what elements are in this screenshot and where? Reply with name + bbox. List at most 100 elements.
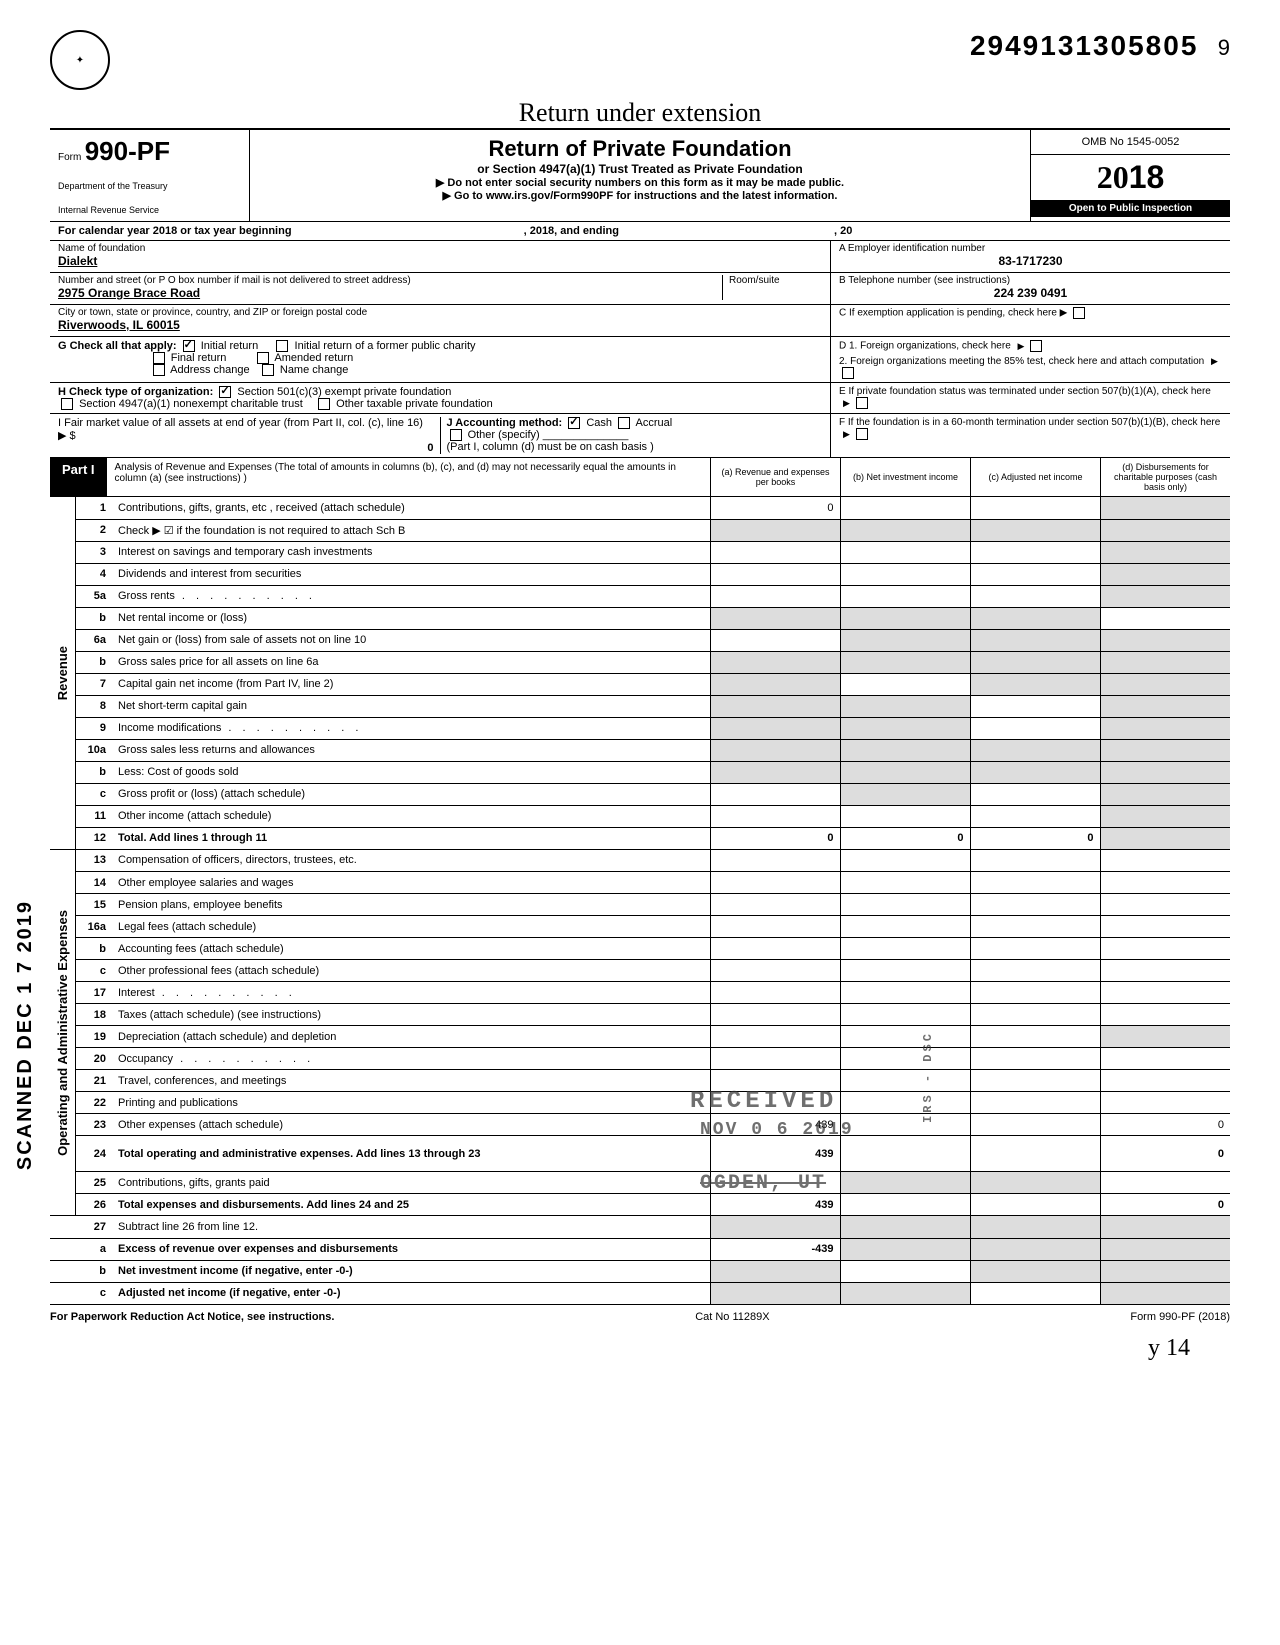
city-state-zip: Riverwoods, IL 60015: [58, 318, 822, 332]
l24-a: 439: [710, 1136, 840, 1172]
city-label: City or town, state or province, country…: [58, 307, 822, 318]
top-row: ✦ 2949131305805 9: [50, 30, 1230, 90]
instr-ssn: ▶ Do not enter social security numbers o…: [258, 176, 1022, 189]
l23-a: 439: [710, 1114, 840, 1136]
d2-label: 2. Foreign organizations meeting the 85%…: [839, 356, 1222, 379]
open-inspection: Open to Public Inspection: [1031, 200, 1230, 217]
addr-label: Number and street (or P O box number if …: [58, 275, 722, 286]
line-5b: Net rental income or (loss): [112, 607, 710, 629]
line-25: Contributions, gifts, grants paid: [112, 1172, 710, 1194]
fmv-value: 0: [58, 442, 434, 454]
l26-d: 0: [1100, 1194, 1230, 1216]
line-14: Other employee salaries and wages: [112, 872, 710, 894]
l1-a: 0: [710, 497, 840, 519]
opt-cash: Cash: [586, 417, 612, 429]
dept-irs: Internal Revenue Service: [58, 205, 241, 215]
501c3-checkbox[interactable]: [219, 386, 231, 398]
amended-checkbox[interactable]: [257, 352, 269, 364]
exemption-checkbox[interactable]: [1073, 307, 1085, 319]
line-21: Travel, conferences, and meetings: [112, 1070, 710, 1092]
opt-other-method: Other (specify): [468, 429, 540, 441]
opt-final: Final return: [171, 352, 227, 364]
cal-mid: , 2018, and ending: [524, 225, 834, 237]
line-27b: Net investment income (if negative, ente…: [112, 1260, 710, 1282]
ein: 83-1717230: [839, 254, 1222, 268]
opt-former: Initial return of a former public charit…: [295, 340, 476, 352]
address-change-checkbox[interactable]: [153, 364, 165, 376]
line-10a: Gross sales less returns and allowances: [112, 739, 710, 761]
g-label: G Check all that apply:: [58, 340, 177, 352]
form-prefix: Form: [58, 152, 81, 163]
f-label: F If the foundation is in a 60-month ter…: [839, 417, 1222, 440]
foundation-name: Dialekt: [58, 254, 822, 268]
expenses-section: Operating and Administrative Expenses 13…: [50, 850, 1230, 1217]
line-6a: Net gain or (loss) from sale of assets n…: [112, 629, 710, 651]
d1-label: D 1. Foreign organizations, check here: [839, 340, 1222, 352]
form-ref: Form 990-PF (2018): [1130, 1311, 1230, 1323]
line-15: Pension plans, employee benefits: [112, 894, 710, 916]
revenue-side-label: Revenue: [55, 646, 70, 700]
dln-suffix: 9: [1218, 35, 1230, 60]
line-17: Interest: [112, 982, 710, 1004]
foreign-85-checkbox[interactable]: [842, 367, 854, 379]
line-10c: Gross profit or (loss) (attach schedule): [112, 783, 710, 805]
ein-label: A Employer identification number: [839, 243, 1222, 254]
l12-c: 0: [970, 827, 1100, 849]
terminated-checkbox[interactable]: [856, 397, 868, 409]
cash-checkbox[interactable]: [568, 417, 580, 429]
col-a: (a) Revenue and expenses per books: [710, 458, 840, 496]
street-address: 2975 Orange Brace Road: [58, 286, 722, 300]
calendar-year-row: For calendar year 2018 or tax year begin…: [50, 221, 1230, 241]
year-prefix: 20: [1097, 159, 1129, 195]
dept-treasury: Department of the Treasury: [58, 181, 241, 191]
line-13: Compensation of officers, directors, tru…: [112, 850, 710, 872]
opt-accrual: Accrual: [636, 417, 673, 429]
phone-label: B Telephone number (see instructions): [839, 275, 1222, 286]
line-23: Other expenses (attach schedule): [112, 1114, 710, 1136]
line-12: Total. Add lines 1 through 11: [112, 827, 710, 849]
opt-4947: Section 4947(a)(1) nonexempt charitable …: [79, 398, 303, 410]
name-change-checkbox[interactable]: [262, 364, 274, 376]
opt-amended: Amended return: [274, 352, 353, 364]
line-2: Check ▶ ☑ if the foundation is not requi…: [112, 519, 710, 541]
other-method-checkbox[interactable]: [450, 429, 462, 441]
other-taxable-checkbox[interactable]: [318, 398, 330, 410]
line-4: Dividends and interest from securities: [112, 563, 710, 585]
line-19: Depreciation (attach schedule) and deple…: [112, 1026, 710, 1048]
revenue-table: 1Contributions, gifts, grants, etc , rec…: [76, 497, 1230, 850]
col-d: (d) Disbursements for charitable purpose…: [1100, 458, 1230, 496]
form-subtitle: or Section 4947(a)(1) Trust Treated as P…: [258, 162, 1022, 176]
irs-seal-icon: ✦: [50, 30, 110, 90]
scanned-stamp: SCANNED DEC 1 7 2019: [14, 900, 37, 1170]
initial-former-checkbox[interactable]: [276, 340, 288, 352]
4947-checkbox[interactable]: [61, 398, 73, 410]
telephone: 224 239 0491: [839, 286, 1222, 300]
line-26: Total expenses and disbursements. Add li…: [112, 1194, 710, 1216]
line-5a: Gross rents: [112, 585, 710, 607]
col-b: (b) Net investment income: [840, 458, 970, 496]
instr-web: ▶ Go to www.irs.gov/Form990PF for instru…: [258, 189, 1022, 202]
line-8: Net short-term capital gain: [112, 695, 710, 717]
line-22: Printing and publications: [112, 1092, 710, 1114]
h-label: H Check type of organization:: [58, 386, 213, 398]
line-24: Total operating and administrative expen…: [112, 1136, 710, 1172]
60month-checkbox[interactable]: [856, 428, 868, 440]
entity-info: Name of foundation Dialekt Number and st…: [50, 241, 1230, 337]
l24-d: 0: [1100, 1136, 1230, 1172]
foreign-org-checkbox[interactable]: [1030, 340, 1042, 352]
final-return-checkbox[interactable]: [153, 352, 165, 364]
exemption-pending-label: C If exemption application is pending, c…: [839, 308, 1067, 319]
part1-label: Part I: [50, 458, 107, 496]
initial-return-checkbox[interactable]: [183, 340, 195, 352]
part1-desc: Analysis of Revenue and Expenses (The to…: [107, 458, 710, 496]
room-label: Room/suite: [729, 275, 822, 286]
line-1: Contributions, gifts, grants, etc , rece…: [112, 497, 710, 519]
line-20: Occupancy: [112, 1048, 710, 1070]
line-11: Other income (attach schedule): [112, 805, 710, 827]
omb-number: OMB No 1545-0052: [1031, 130, 1230, 155]
line-27: Subtract line 26 from line 12.: [112, 1216, 710, 1238]
part1-header: Part I Analysis of Revenue and Expenses …: [50, 458, 1230, 497]
accrual-checkbox[interactable]: [618, 417, 630, 429]
cal-end: , 20: [834, 225, 1222, 237]
revenue-section: Revenue 1Contributions, gifts, grants, e…: [50, 497, 1230, 850]
